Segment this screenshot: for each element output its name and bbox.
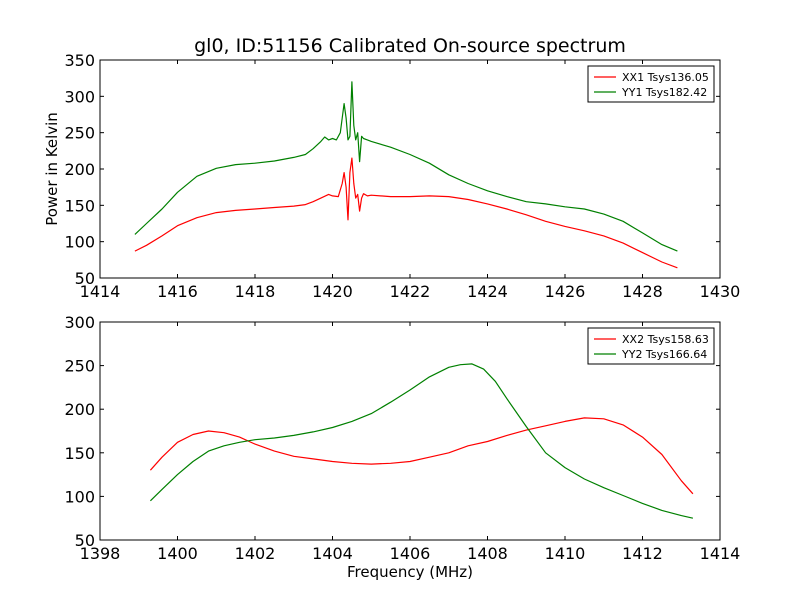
legend: XX2 Tsys158.63 YY2 Tsys166.64 <box>587 327 715 365</box>
y-tick-label: 200 <box>64 400 95 419</box>
series-line-xx1 <box>134 157 678 269</box>
x-tick-label: 1424 <box>467 282 508 301</box>
legend-label: XX2 Tsys158.63 <box>622 333 709 346</box>
y-tick-label: 100 <box>64 487 95 506</box>
top-spectrum-panel: 1414 1416 1418 1420 1422 1424 1426 1428 1430 50 10… <box>43 51 740 301</box>
x-tick-label: 1412 <box>622 544 663 563</box>
y-tick-label: 300 <box>64 87 95 106</box>
legend-label: XX1 Tsys136.05 <box>622 71 709 84</box>
y-tick-label: 100 <box>64 233 95 252</box>
legend-box <box>587 327 715 365</box>
y-tick-label: 250 <box>64 357 95 376</box>
y-tick-label: 300 <box>64 313 95 332</box>
x-axis-label: Frequency (MHz) <box>347 563 473 581</box>
series-line-yy1 <box>134 81 678 252</box>
legend-label: YY1 Tsys182.42 <box>621 86 707 99</box>
legend: XX1 Tsys136.05 YY1 Tsys182.42 <box>587 65 715 103</box>
x-tick-label: 1414 <box>700 544 741 563</box>
bottom-spectrum-panel: 1398 1400 1402 1404 1406 1408 1410 1412 1414 50 10… <box>64 313 740 581</box>
y-tick-label: 50 <box>75 531 95 550</box>
x-tick-label: 1410 <box>545 544 586 563</box>
x-tick-label: 1418 <box>235 282 276 301</box>
x-tick-label: 1398 <box>80 544 121 563</box>
y-axis-label: Power in Kelvin <box>43 112 61 226</box>
series-line-yy2 <box>149 363 694 519</box>
y-tick-label: 350 <box>64 51 95 70</box>
x-tick-label: 1406 <box>390 544 431 563</box>
y-tick-label: 250 <box>64 124 95 143</box>
x-tick-label: 1426 <box>545 282 586 301</box>
x-tick-label: 1404 <box>312 544 353 563</box>
y-tick-label: 150 <box>64 444 95 463</box>
y-tick-label: 200 <box>64 160 95 179</box>
y-tick-label: 150 <box>64 196 95 215</box>
x-tick-label: 1422 <box>390 282 431 301</box>
x-tick-label: 1430 <box>700 282 741 301</box>
x-tick-label: 1400 <box>157 544 198 563</box>
figure-title: gl0, ID:51156 Calibrated On-source spect… <box>194 35 626 57</box>
x-tick-label: 1428 <box>622 282 663 301</box>
x-tick-label: 1414 <box>80 282 121 301</box>
y-tick-label: 50 <box>75 269 95 288</box>
x-tick-label: 1402 <box>235 544 276 563</box>
x-tick-label: 1416 <box>157 282 198 301</box>
x-tick-label: 1408 <box>467 544 508 563</box>
x-tick-label: 1420 <box>312 282 353 301</box>
legend-label: YY2 Tsys166.64 <box>621 348 707 361</box>
legend-box <box>587 65 715 103</box>
series-line-xx2 <box>149 417 694 495</box>
